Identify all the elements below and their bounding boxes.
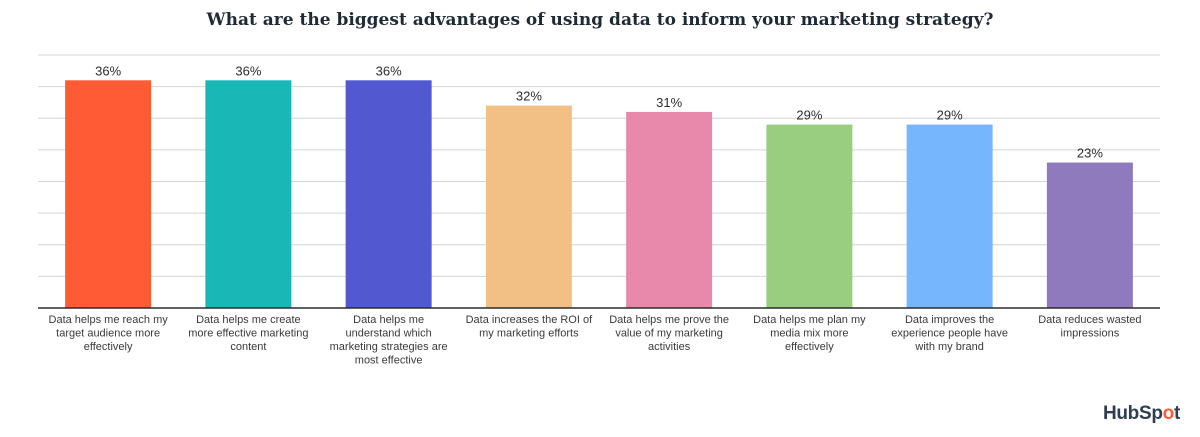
data-label: 29% [937, 108, 963, 123]
bar [626, 111, 713, 308]
category-label: Data increases the ROI of my marketing ef… [466, 314, 594, 340]
data-label: 32% [516, 89, 542, 104]
data-label: 31% [656, 95, 682, 110]
data-label: 29% [796, 108, 822, 123]
bar [906, 124, 993, 308]
data-label: 23% [1077, 146, 1103, 161]
category-label: Data improves the experience people have w… [891, 314, 1008, 353]
category-label: Data helps me reach my target audience mo… [49, 314, 169, 353]
hubspot-logo: HubSpot [1102, 403, 1180, 424]
data-label: 36% [95, 63, 121, 78]
category-label: Data reduces wasted impressions [1038, 314, 1141, 340]
bar [345, 80, 432, 308]
data-label: 36% [235, 63, 261, 78]
chart-title: What are the biggest advantages of using… [206, 10, 994, 30]
category-label: Data helps me plan my media mix more effec… [753, 314, 866, 353]
bar [205, 80, 292, 308]
bar [485, 105, 572, 308]
category-label: Data helps me understand which marketing s… [330, 314, 448, 367]
data-label: 36% [376, 63, 402, 78]
bar [1046, 162, 1133, 308]
category-label: Data helps me create more effective marke… [188, 314, 308, 353]
bar [65, 80, 152, 308]
category-label: Data helps me prove the value of my marke… [609, 314, 729, 353]
bar [766, 124, 853, 308]
